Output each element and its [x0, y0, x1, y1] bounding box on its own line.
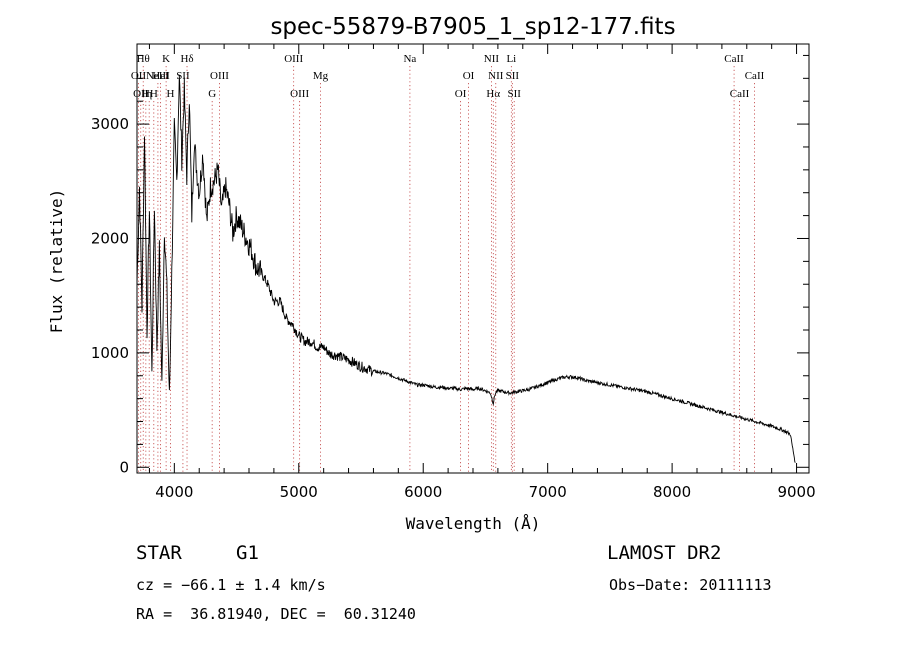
- line-label: Hα: [486, 88, 500, 100]
- line-label: H: [142, 88, 150, 100]
- x-tick-label: 5000: [280, 483, 318, 501]
- line-label: CaII: [724, 53, 744, 65]
- x-axis-label: Wavelength (Å): [406, 514, 541, 533]
- coordinates: RA = 36.81940, DEC = 60.31240: [136, 605, 416, 623]
- object-class: STAR: [136, 542, 182, 564]
- chart-title: spec-55879-B7905_1_sp12-177.fits: [270, 14, 675, 40]
- line-label: OIII: [284, 53, 303, 65]
- line-label: H: [166, 88, 174, 100]
- x-tick-label: 6000: [404, 483, 442, 501]
- line-label: OII: [131, 70, 147, 82]
- x-tick-label: 7000: [529, 483, 567, 501]
- obs-date: Obs−Date: 20111113: [609, 576, 772, 594]
- y-tick-label: 2000: [91, 229, 129, 247]
- line-label: NII: [484, 53, 500, 65]
- line-label: Na: [403, 53, 416, 65]
- line-label: OIII: [290, 88, 309, 100]
- line-label: OIII: [210, 70, 229, 82]
- y-axis-label: Flux (relative): [47, 189, 66, 334]
- line-label: K: [162, 53, 170, 65]
- spectrum-series-line: [136, 75, 796, 463]
- line-label: CaII: [745, 70, 765, 82]
- line-label: SII: [507, 88, 521, 100]
- line-label: HeI: [152, 70, 169, 82]
- y-tick-label: 3000: [91, 115, 129, 133]
- x-tick-label: 4000: [155, 483, 193, 501]
- x-tick-label: 9000: [777, 483, 815, 501]
- line-label: NII: [488, 70, 504, 82]
- line-label: Mg: [313, 70, 329, 82]
- x-tick-label: 8000: [653, 483, 691, 501]
- line-label: η: [146, 88, 152, 100]
- plot-area: OIIOIIHθHηHNeIIIHeIKHSIIHδGOIIIOIIIOIIIM…: [91, 43, 816, 501]
- line-label: G: [208, 88, 216, 100]
- redshift-readout: cz = −66.1 ± 1.4 km/s: [136, 576, 326, 594]
- y-tick-label: 0: [119, 458, 129, 476]
- line-label: H: [150, 88, 158, 100]
- line-label: NeIII: [146, 70, 170, 82]
- line-label: Li: [506, 53, 516, 65]
- line-label: OI: [455, 88, 467, 100]
- line-label: Hδ: [180, 53, 193, 65]
- line-label: OI: [463, 70, 475, 82]
- object-subclass: G1: [236, 542, 259, 564]
- y-tick-label: 1000: [91, 344, 129, 362]
- line-label: Hθ: [137, 53, 150, 65]
- line-label: CaII: [730, 88, 750, 100]
- line-label: SII: [176, 70, 190, 82]
- survey-name: LAMOST DR2: [607, 542, 722, 564]
- line-label: SII: [506, 70, 520, 82]
